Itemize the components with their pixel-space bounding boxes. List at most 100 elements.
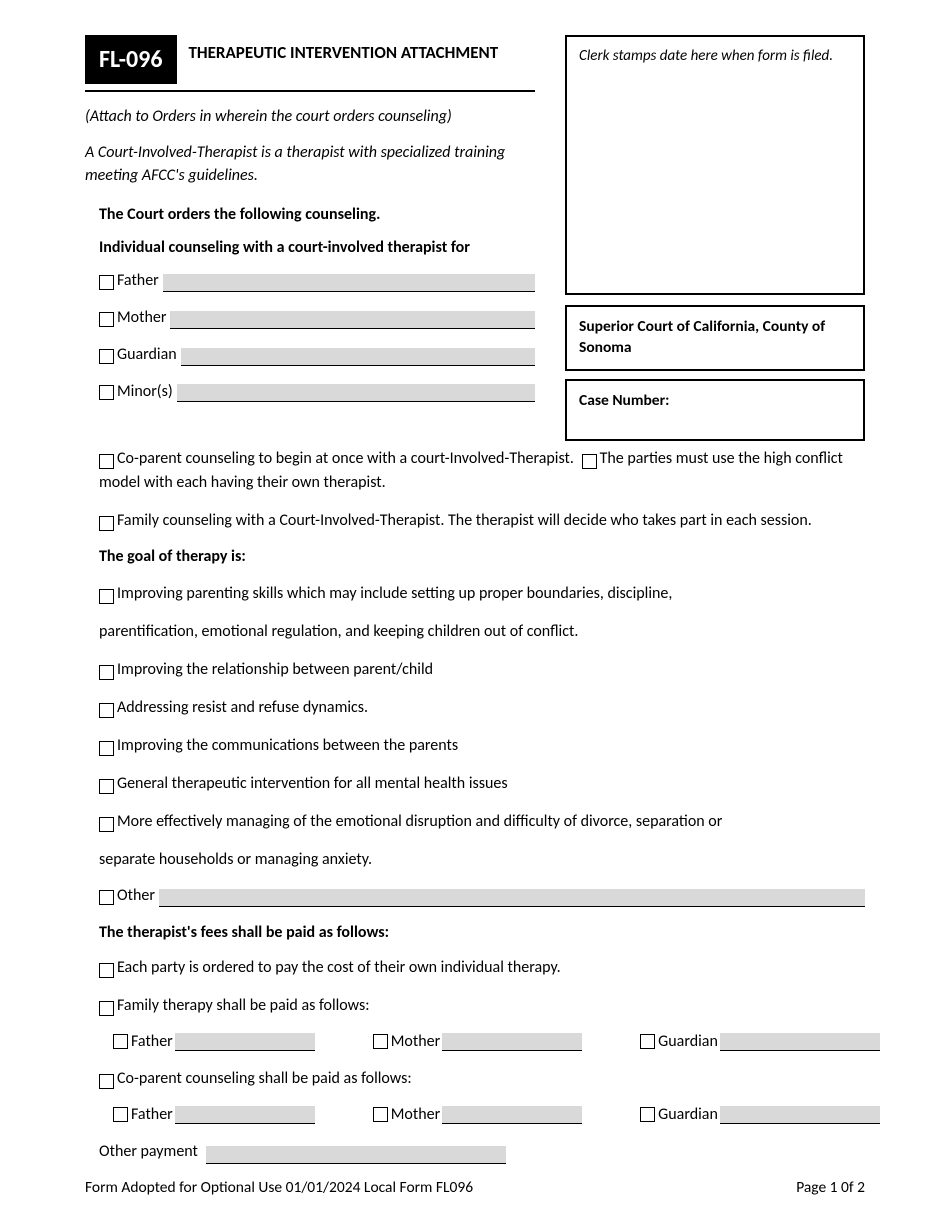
family-counseling-checkbox[interactable] xyxy=(99,516,114,531)
coparent-guardian-checkbox[interactable] xyxy=(640,1107,655,1122)
goal-3-text: Addressing resist and refuse dynamics. xyxy=(117,698,368,717)
goal-6a: More effectively managing of the emotion… xyxy=(99,810,865,834)
father-checkbox[interactable] xyxy=(99,275,114,290)
right-boxes: Clerk stamps date here when form is file… xyxy=(565,35,865,441)
family-mother-input[interactable] xyxy=(442,1033,582,1051)
fees-heading: The therapist's fees shall be paid as fo… xyxy=(99,923,865,942)
header-left: FL-096 THERAPEUTIC INTERVENTION ATTACHME… xyxy=(85,35,535,441)
case-number-label: Case Number: xyxy=(579,391,669,410)
family-counseling-text: Family counseling with a Court-Involved-… xyxy=(117,511,812,530)
goal-4-checkbox[interactable] xyxy=(99,741,114,756)
minors-line: Minor(s) xyxy=(99,382,535,403)
footer: Form Adopted for Optional Use 01/01/2024… xyxy=(85,1178,865,1197)
minors-checkbox[interactable] xyxy=(99,385,114,400)
guardian-input[interactable] xyxy=(181,348,535,366)
fees-each-party-checkbox[interactable] xyxy=(99,963,114,978)
goals-heading: The goal of therapy is: xyxy=(99,547,865,566)
goal-other-input[interactable] xyxy=(159,889,865,907)
family-guardian-label: Guardian xyxy=(658,1032,718,1051)
goal-other-label: Other xyxy=(117,886,155,907)
form-title: THERAPEUTIC INTERVENTION ATTACHMENT xyxy=(189,35,499,65)
family-father-label: Father xyxy=(131,1032,173,1051)
clerk-stamp-text: Clerk stamps date here when form is file… xyxy=(579,47,833,65)
goal-4: Improving the communications between the… xyxy=(99,734,865,758)
goal-other-checkbox[interactable] xyxy=(99,890,114,905)
coparent-checkbox[interactable] xyxy=(99,454,114,469)
therapist-definition: A Court-Involved-Therapist is a therapis… xyxy=(85,142,535,187)
orders-section: The Court orders the following counselin… xyxy=(85,205,535,402)
mother-checkbox[interactable] xyxy=(99,312,114,327)
fees-coparent-text: Co-parent counseling shall be paid as fo… xyxy=(117,1069,412,1088)
fees-coparent-checkbox[interactable] xyxy=(99,1074,114,1089)
guardian-checkbox[interactable] xyxy=(99,349,114,364)
coparent-mother-label: Mother xyxy=(391,1105,440,1124)
goal-5-text: General therapeutic intervention for all… xyxy=(117,774,508,793)
form-number-badge: FL-096 xyxy=(85,35,177,84)
family-guardian: Guardian xyxy=(640,1032,880,1051)
goal-2-checkbox[interactable] xyxy=(99,665,114,680)
goal-2-text: Improving the relationship between paren… xyxy=(117,660,433,679)
family-father-input[interactable] xyxy=(175,1033,315,1051)
coparent-mother: Mother xyxy=(373,1105,582,1124)
goal-4-text: Improving the communications between the… xyxy=(117,736,458,755)
coparent-mother-input[interactable] xyxy=(442,1106,582,1124)
goal-3: Addressing resist and refuse dynamics. xyxy=(99,696,865,720)
family-mother: Mother xyxy=(373,1032,582,1051)
fees-family-paid: Family therapy shall be paid as follows: xyxy=(99,994,865,1018)
fees-each-party: Each party is ordered to pay the cost of… xyxy=(99,956,865,980)
mother-input[interactable] xyxy=(170,311,535,329)
attach-note: (Attach to Orders in wherein the court o… xyxy=(85,106,535,128)
mother-label: Mother xyxy=(117,308,166,329)
fees-family-paid-checkbox[interactable] xyxy=(99,1001,114,1016)
family-father-checkbox[interactable] xyxy=(113,1034,128,1049)
clerk-stamp-box: Clerk stamps date here when form is file… xyxy=(565,35,865,295)
individual-heading: Individual counseling with a court-invol… xyxy=(99,238,535,257)
coparent-text: Co-parent counseling to begin at once wi… xyxy=(117,449,574,468)
minors-label: Minor(s) xyxy=(117,382,173,403)
goal-1a: Improving parenting skills which may inc… xyxy=(99,582,865,606)
coparent-pay-row: Father Mother Guardian xyxy=(99,1105,865,1124)
coparent-father: Father xyxy=(113,1105,315,1124)
goal-1-checkbox[interactable] xyxy=(99,589,114,604)
goal-5-checkbox[interactable] xyxy=(99,779,114,794)
goal-5: General therapeutic intervention for all… xyxy=(99,772,865,796)
coparent-father-input[interactable] xyxy=(175,1106,315,1124)
goal-other-line: Other xyxy=(99,886,865,907)
goal-2: Improving the relationship between paren… xyxy=(99,658,865,682)
family-mother-checkbox[interactable] xyxy=(373,1034,388,1049)
father-input[interactable] xyxy=(163,274,535,292)
coparent-father-checkbox[interactable] xyxy=(113,1107,128,1122)
coparent-mother-checkbox[interactable] xyxy=(373,1107,388,1122)
goal-6-checkbox[interactable] xyxy=(99,817,114,832)
guardian-line: Guardian xyxy=(99,345,535,366)
fees-coparent-paid: Co-parent counseling shall be paid as fo… xyxy=(99,1067,865,1091)
orders-heading: The Court orders the following counselin… xyxy=(99,205,535,224)
fees-family-paid-text: Family therapy shall be paid as follows: xyxy=(117,996,370,1015)
minors-input[interactable] xyxy=(177,384,535,402)
case-number-box: Case Number: xyxy=(565,379,865,441)
family-father: Father xyxy=(113,1032,315,1051)
other-payment-line: Other payment xyxy=(99,1140,865,1164)
goal-3-checkbox[interactable] xyxy=(99,703,114,718)
father-line: Father xyxy=(99,271,535,292)
high-conflict-checkbox[interactable] xyxy=(582,454,597,469)
other-payment-input[interactable] xyxy=(206,1146,506,1164)
footer-left: Form Adopted for Optional Use 01/01/2024… xyxy=(85,1178,473,1197)
father-label: Father xyxy=(117,271,159,292)
coparent-father-label: Father xyxy=(131,1105,173,1124)
family-pay-row: Father Mother Guardian xyxy=(99,1032,865,1051)
coparent-guardian: Guardian xyxy=(640,1105,880,1124)
family-guardian-input[interactable] xyxy=(720,1033,880,1051)
header-row: FL-096 THERAPEUTIC INTERVENTION ATTACHME… xyxy=(85,35,865,441)
coparent-guardian-label: Guardian xyxy=(658,1105,718,1124)
goal-6b: separate households or managing anxiety. xyxy=(99,848,865,872)
guardian-label: Guardian xyxy=(117,345,177,366)
family-counseling-line: Family counseling with a Court-Involved-… xyxy=(99,509,865,533)
goal-6a-text: More effectively managing of the emotion… xyxy=(117,812,722,831)
goal-1a-text: Improving parenting skills which may inc… xyxy=(117,584,672,603)
goal-1b: parentification, emotional regulation, a… xyxy=(99,620,865,644)
coparent-guardian-input[interactable] xyxy=(720,1106,880,1124)
family-guardian-checkbox[interactable] xyxy=(640,1034,655,1049)
other-payment-label: Other payment xyxy=(99,1142,198,1161)
form-number-title: FL-096 THERAPEUTIC INTERVENTION ATTACHME… xyxy=(85,35,535,92)
